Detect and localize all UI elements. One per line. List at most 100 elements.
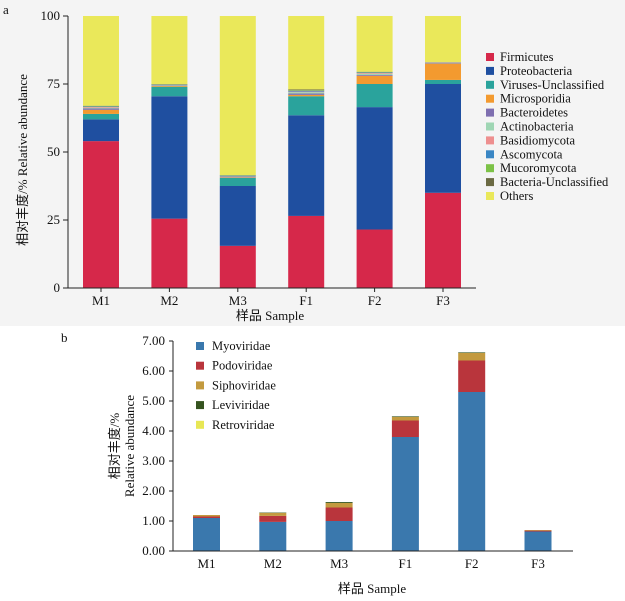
x-tick-label: M2: [264, 556, 282, 571]
bar-segment-microsporidia: [151, 85, 188, 87]
bar-segment-ascomycota: [356, 72, 393, 73]
legend-swatch: [196, 361, 204, 370]
bar-stack-F3: [425, 16, 461, 288]
bar-segment-basidiomycota: [83, 106, 119, 108]
bar-segment-others: [151, 16, 188, 84]
bar-segment-bacteroidetes: [219, 176, 256, 178]
bar-segment-others: [425, 16, 461, 63]
y-tick-label: 75: [47, 76, 60, 91]
bar-segment-actinobacteria: [356, 73, 393, 76]
bar-segment-viruses-unclassified: [219, 177, 256, 186]
bar-stack-F2: [356, 16, 393, 288]
chart-a-svg: a 0 25 50 75 100 M1 M2 M3 F1 F2 F3 样品 Sample 相对丰度/% R…: [3, 2, 609, 323]
x-axis-title: 样品 Sample: [236, 308, 304, 323]
legend-swatch: [486, 122, 494, 131]
x-tick-label: M1: [92, 293, 110, 308]
bar-segment-ascomycota: [83, 106, 119, 107]
legend-label: Bacteroidetes: [500, 106, 568, 120]
legend-swatch: [486, 178, 494, 187]
bar-segment-leviviridae: [325, 502, 353, 503]
bar-segment-actinobacteria: [288, 92, 325, 94]
bar-segment-siphoviridae: [193, 515, 220, 517]
legend-swatch: [196, 401, 204, 410]
legend-label: Siphoviridae: [212, 378, 276, 392]
y-tick-label: 25: [47, 212, 60, 227]
bar-segment-mucoromycota: [288, 90, 325, 91]
bar-segment-firmicutes: [219, 245, 256, 288]
bar-segment-firmicutes: [288, 215, 325, 288]
bar-segment-microsporidia: [356, 75, 393, 84]
legend-label: Proteobacteria: [500, 64, 573, 78]
panel-a-label: a: [3, 2, 9, 17]
bar-segment-bacteria-unclassified: [288, 89, 325, 91]
x-axis-title: 样品 Sample: [338, 581, 406, 596]
bar-segment-firmicutes: [83, 141, 119, 288]
bar-segment-myoviridae: [458, 392, 486, 551]
bar-segment-podoviridae: [524, 530, 552, 532]
bar-segment-firmicutes: [425, 192, 461, 288]
legend-label: Actinobacteria: [500, 120, 574, 134]
bar-segment-bacteroidetes: [356, 75, 393, 76]
bar-segment-podoviridae: [325, 507, 353, 521]
legend-label: Bacteria-Unclassified: [500, 175, 609, 189]
legend-swatch: [486, 108, 494, 117]
legend-swatch: [196, 342, 204, 350]
bar-segment-podoviridae: [391, 420, 419, 437]
bar-segment-microsporidia: [219, 177, 256, 178]
legend-label: Ascomycota: [500, 147, 563, 161]
bar-stack-F1: [391, 416, 419, 551]
y-tick-label: 4.00: [142, 423, 165, 438]
bar-segment-bacteroidetes: [151, 85, 188, 86]
bar-stack-F1: [288, 16, 325, 288]
bar-segment-proteobacteria: [288, 115, 325, 216]
y-tick-label: 1.00: [142, 513, 165, 528]
bar-segment-podoviridae: [259, 515, 287, 522]
x-tick-label: M3: [330, 556, 348, 571]
bar-segment-proteobacteria: [356, 107, 393, 230]
bar-segment-basidiomycota: [288, 91, 325, 93]
bar-segment-myoviridae: [524, 531, 552, 551]
x-tick-label: M2: [160, 293, 178, 308]
x-tick-label: M3: [229, 293, 247, 308]
bar-segment-microsporidia: [288, 94, 325, 97]
bar-segment-viruses-unclassified: [288, 96, 325, 116]
bar-segment-actinobacteria: [83, 107, 119, 109]
bar-segment-viruses-unclassified: [151, 86, 188, 97]
bar-stack-M1: [83, 16, 119, 288]
bar-segment-proteobacteria: [83, 119, 119, 142]
bar-segment-bacteroidetes: [288, 93, 325, 95]
legend-swatch: [486, 136, 494, 145]
y-tick-label: 2.00: [142, 483, 165, 498]
bar-segment-microsporidia: [425, 63, 461, 80]
chart-panel-a: a 0 25 50 75 100 M1 M2 M3 F1 F2 F3 样品 Sample 相对丰度/% R…: [0, 0, 625, 326]
bar-segment-leviviridae: [458, 352, 486, 353]
bar-segment-myoviridae: [391, 437, 419, 551]
bar-segment-podoviridae: [193, 516, 220, 518]
bar-segment-viruses-unclassified: [425, 79, 461, 84]
y-tick-label: 6.00: [142, 363, 165, 378]
bar-segment-leviviridae: [391, 416, 419, 417]
bar-segment-others: [83, 16, 119, 106]
legend-swatch: [196, 381, 204, 390]
legend-label: Leviviridae: [212, 398, 270, 412]
bar-segment-viruses-unclassified: [356, 84, 393, 108]
y-tick-label: 3.00: [142, 453, 165, 468]
bar-stack-F2: [458, 352, 486, 551]
y-tick-label: 7.00: [142, 333, 165, 348]
x-tick-label: F2: [368, 293, 382, 308]
legend-label: Viruses-Unclassified: [500, 78, 605, 92]
bar-segment-bacteroidetes: [83, 108, 119, 110]
bar-segment-others: [288, 16, 325, 90]
x-tick-label: M1: [197, 556, 215, 571]
bar-stack-M3: [219, 16, 256, 288]
legend-label: Firmicutes: [500, 50, 554, 64]
y-tick-label: 0: [54, 280, 61, 295]
bar-segment-proteobacteria: [425, 84, 461, 193]
legend-label: Podoviridae: [212, 359, 273, 373]
bar-segment-proteobacteria: [151, 96, 188, 219]
y-axis-title-line1: 相对丰度/%: [107, 413, 122, 480]
bar-segment-siphoviridae: [391, 416, 419, 421]
bar-stack-M2: [259, 512, 287, 551]
bar-segment-actinobacteria: [151, 84, 188, 86]
bar-segment-siphoviridae: [458, 353, 486, 361]
